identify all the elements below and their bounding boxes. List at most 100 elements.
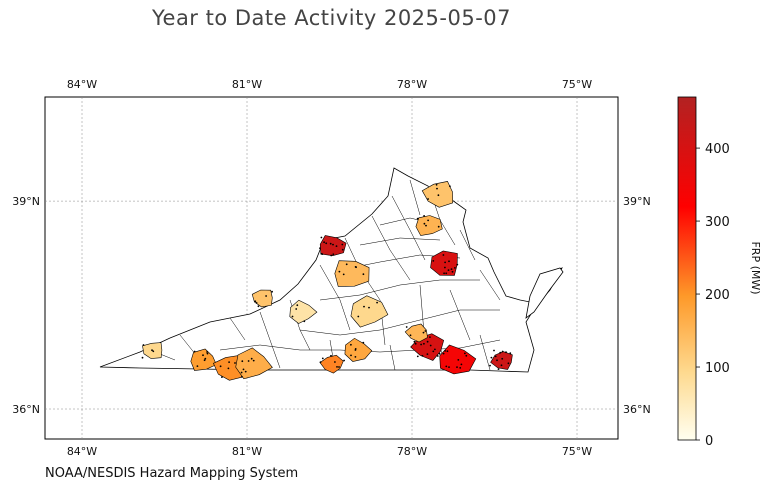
- fire-point: [332, 253, 335, 256]
- longitude-tick-label: 75°W: [562, 78, 592, 91]
- fire-point: [254, 300, 257, 303]
- fire-point: [490, 356, 493, 359]
- fire-point: [421, 354, 424, 357]
- fire-point: [489, 364, 491, 367]
- fire-point: [242, 368, 245, 371]
- fire-point: [350, 343, 352, 346]
- fire-point: [295, 308, 298, 310]
- fire-point: [426, 353, 429, 355]
- longitude-tick-label: 78°W: [397, 78, 427, 91]
- fire-point: [429, 344, 432, 347]
- fire-point: [244, 370, 247, 373]
- fire-point: [459, 367, 462, 369]
- fire-point: [435, 183, 438, 186]
- fire-point: [446, 350, 449, 353]
- fire-point: [501, 350, 504, 353]
- fire-point: [437, 194, 440, 197]
- fire-point: [444, 261, 446, 264]
- colorbar-gradient: [677, 96, 697, 441]
- longitude-tick-label: 78°W: [397, 445, 427, 458]
- fire-point: [323, 241, 325, 244]
- fire-point: [355, 266, 357, 269]
- fire-point: [447, 269, 450, 271]
- fire-point: [413, 340, 416, 343]
- fire-point: [432, 260, 435, 262]
- colorbar-label: FRP (MW): [749, 241, 762, 294]
- virginia-state-outline: [99, 167, 563, 373]
- fire-point: [206, 352, 209, 355]
- fire-point: [457, 359, 460, 361]
- county-fill: [415, 215, 443, 236]
- fire-point: [496, 359, 498, 362]
- fire-detections: [141, 183, 512, 378]
- fire-point: [445, 365, 448, 368]
- fire-point: [321, 357, 324, 360]
- fire-point: [449, 185, 451, 188]
- fire-point: [507, 362, 510, 365]
- fire-point: [363, 305, 365, 308]
- fire-point: [423, 215, 425, 217]
- fire-point: [271, 290, 273, 293]
- fire-point: [221, 376, 223, 378]
- colorbar-tick-label: 200: [705, 288, 730, 303]
- fire-point: [303, 320, 306, 323]
- fire-point: [342, 273, 345, 276]
- latitude-tick-label: 39°N: [12, 195, 40, 208]
- county-fill: [319, 354, 344, 374]
- fire-point: [436, 355, 439, 357]
- fire-point: [319, 361, 322, 364]
- fire-point: [240, 371, 243, 374]
- fire-point: [456, 366, 458, 368]
- fire-point: [444, 266, 446, 269]
- fire-point: [329, 242, 332, 245]
- fire-point: [320, 236, 323, 239]
- colorbar-tick-label: 0: [705, 434, 713, 449]
- fire-point: [420, 343, 422, 346]
- fire-point: [227, 367, 230, 370]
- fire-point: [241, 375, 243, 378]
- fire-point: [423, 222, 426, 225]
- fire-point: [202, 354, 204, 357]
- fire-point: [497, 368, 500, 370]
- fire-point: [454, 267, 456, 269]
- fire-point: [450, 268, 453, 270]
- fire-point: [206, 351, 209, 353]
- fire-point: [501, 357, 504, 360]
- map-title: Year to Date Activity 2025-05-07: [151, 6, 511, 30]
- fire-point: [427, 198, 429, 200]
- fire-point: [494, 355, 497, 358]
- axis-ticks: 84°W 84°W 81°W 81°W 78°W 78°W 75°W 75°W 39°N 39°N…: [12, 78, 650, 458]
- fire-point: [493, 349, 495, 352]
- fire-point: [423, 342, 425, 345]
- fire-point: [405, 326, 408, 328]
- fire-point: [451, 270, 454, 273]
- fire-point: [429, 336, 431, 338]
- colorbar: 0 100 200 300 400 FRP (MW): [677, 96, 762, 449]
- fire-point: [330, 254, 333, 257]
- fire-point: [376, 301, 378, 304]
- fire-point: [432, 350, 435, 353]
- fire-point: [291, 315, 294, 318]
- fire-point: [250, 357, 253, 360]
- fire-point: [442, 254, 445, 256]
- fire-point: [426, 340, 429, 343]
- county-fill: [190, 348, 217, 371]
- fire-point: [247, 360, 250, 362]
- fire-point: [330, 354, 332, 357]
- fire-point: [296, 304, 299, 307]
- county-fill: [289, 299, 318, 324]
- fire-point: [442, 352, 445, 355]
- fire-point: [241, 360, 244, 363]
- fire-point: [362, 273, 365, 276]
- fire-point: [444, 350, 446, 352]
- latitude-tick-label: 36°N: [623, 403, 651, 416]
- fire-point: [409, 334, 412, 337]
- colorbar-tick-label: 100: [705, 361, 730, 376]
- fire-point: [350, 354, 352, 357]
- county-fill: [334, 260, 370, 287]
- fire-point: [204, 357, 207, 360]
- colorbar-tick-label: 300: [705, 215, 730, 230]
- fire-point: [438, 352, 441, 355]
- fire-point: [437, 225, 440, 228]
